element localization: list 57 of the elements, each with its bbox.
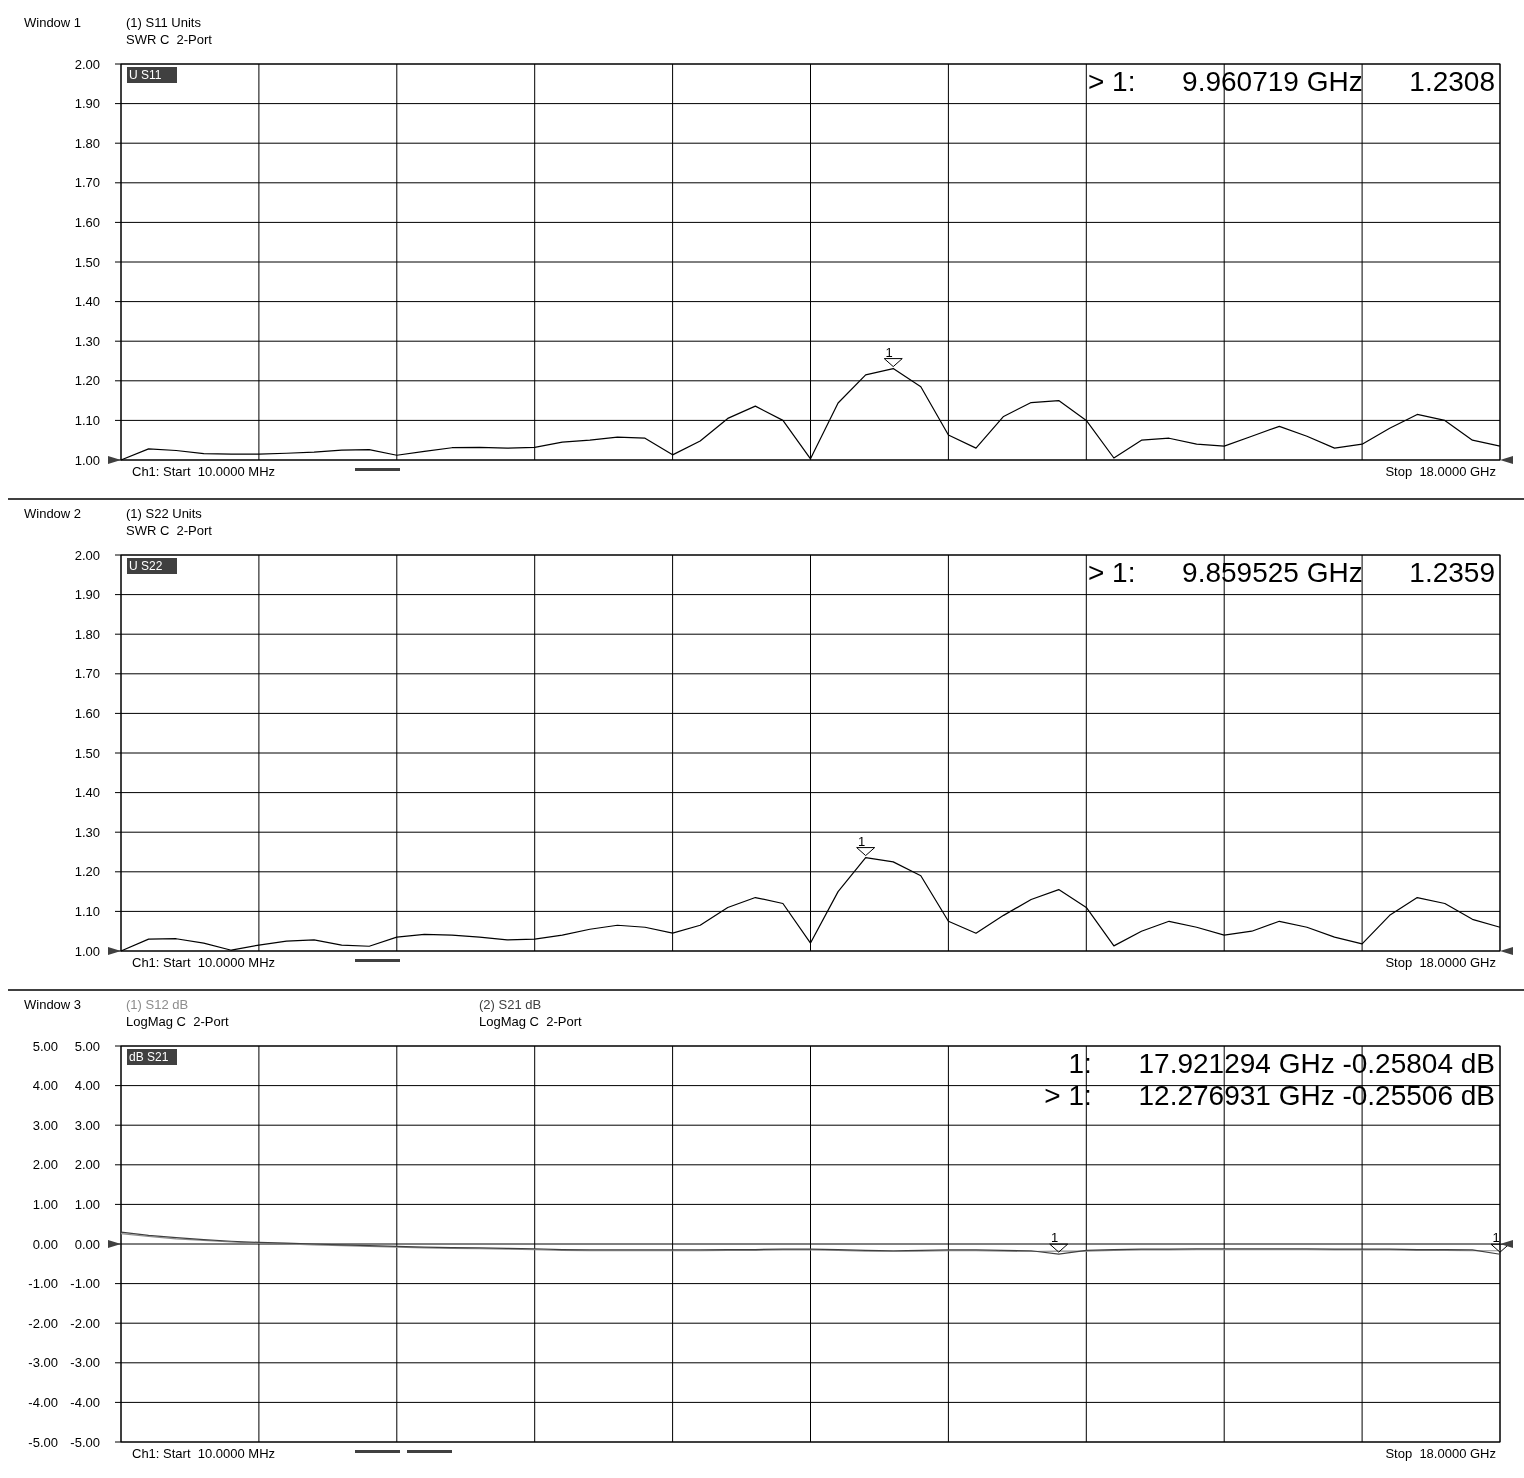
y-tick-label: 1.50 [74,254,100,270]
annotation: 1 [1051,1230,1059,1246]
y-tick-label: 1.40 [74,785,100,801]
y-tick-label: 1.80 [74,626,100,642]
y-tick-label: 1.60 [74,214,100,230]
chart-subtitle: SWR C 2-Port [126,32,213,47]
text: Stop 18.0000 GHz [1385,464,1496,479]
y-tick-label: -2.00 [28,1315,58,1331]
chart-subtitle: SWR C 2-Port [126,523,213,538]
y-tick-label: 2.00 [32,1157,58,1173]
text: Stop 18.0000 GHz [1385,1446,1496,1461]
y-tick-label: 4.00 [32,1078,58,1094]
y-tick-label: 0.00 [32,1236,58,1252]
y-tick-label: 1.10 [74,903,100,919]
y-tick-label: 1.40 [74,294,100,310]
y-tick-label: 1.20 [74,864,100,880]
y-tick-label: -3.00 [28,1355,58,1371]
text: Stop 18.0000 GHz [1385,955,1496,970]
y-tick-label: 1.90 [74,587,100,603]
chart-subtitle: LogMag C 2-Port [126,1014,229,1029]
y-tick-label: 1.30 [74,824,100,840]
text: (1) S11 Units [126,15,202,30]
chart-title: Window 1 [24,15,82,30]
y-tick-label: -1.00 [28,1276,58,1292]
text: (2) S21 dB [479,997,542,1012]
annotation: 1 [858,833,866,849]
y-tick-label: 1.70 [74,666,100,682]
y-tick-label: -5.00 [28,1434,58,1450]
y-tick-label: 1.20 [74,373,100,389]
y-tick-label: 1.10 [74,412,100,428]
y-tick-label: 5.00 [32,1038,58,1054]
y-tick-label: 1.90 [74,96,100,112]
text: LogMag C 2-Port [479,1014,582,1029]
y-tick-label: 1.70 [74,175,100,191]
y-tick-label: 2.00 [74,547,100,563]
text: Ch1: Start 10.0000 MHz [132,955,276,970]
y-tick-label: 1.00 [74,943,100,959]
text: (1) S22 Units [126,506,203,521]
y-tick-label: 1.00 [32,1196,58,1212]
annotation: dB S21 [129,1050,169,1064]
annotation: 1 [885,344,893,360]
text: (1) S12 dB [126,997,189,1012]
annotation: U S11 [129,68,162,82]
chart-title: Window 2 [24,506,82,521]
text: Ch1: Start 10.0000 MHz [132,464,276,479]
y-tick-label: 3.00 [32,1117,58,1133]
y-tick-label: 1.50 [74,745,100,761]
y-tick-label: 1.60 [74,705,100,721]
annotation: U S22 [129,559,163,573]
y-tick-label: 1.80 [74,135,100,151]
y-tick-label: -4.00 [28,1394,58,1410]
y-tick-label: 1.30 [74,333,100,349]
y-tick-label: 2.00 [74,56,100,72]
chart-title: Window 3 [24,997,82,1012]
annotation: 1 [1492,1230,1500,1246]
text: Ch1: Start 10.0000 MHz [132,1446,276,1461]
y-tick-label: 1.00 [74,452,100,468]
